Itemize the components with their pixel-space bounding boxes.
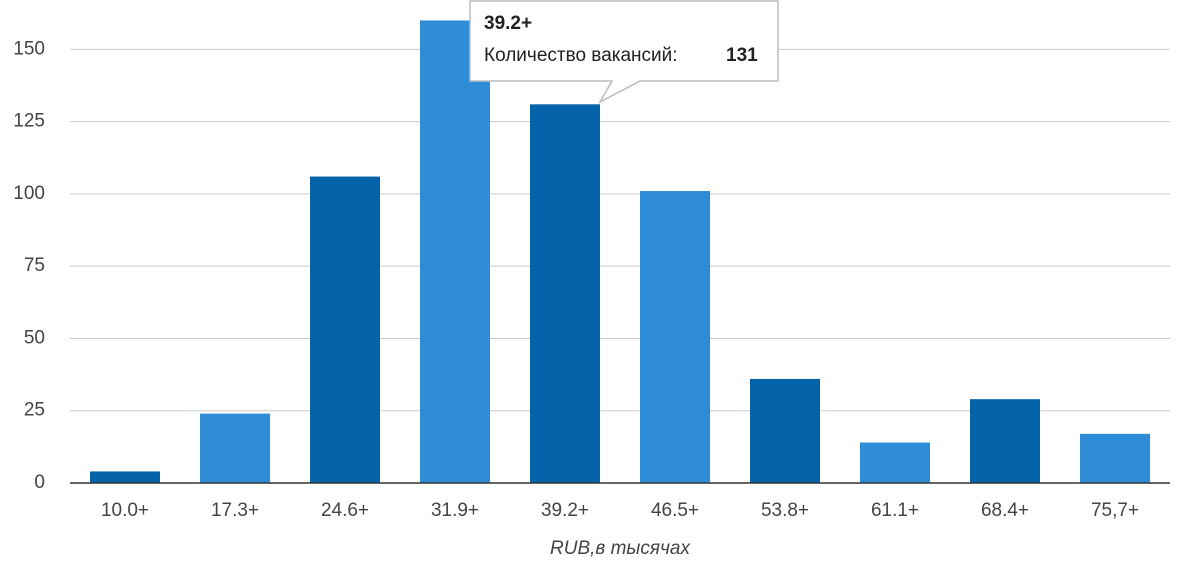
- tooltip-value: 131: [726, 45, 758, 66]
- bar: [750, 378, 820, 483]
- x-tick-label: 39.2+: [541, 500, 589, 521]
- tooltip-title: 39.2+: [484, 13, 532, 34]
- x-tick-label: 68.4+: [981, 500, 1029, 521]
- y-tick-label: 25: [24, 400, 45, 421]
- bar: [90, 471, 160, 483]
- tooltip: 39.2+ Количество вакансий: 131: [469, 0, 779, 104]
- y-tick-label: 125: [13, 111, 45, 132]
- x-tick-label: 31.9+: [431, 500, 479, 521]
- x-tick-label: 53.8+: [761, 500, 809, 521]
- tooltip-label: Количество вакансий:: [484, 45, 678, 66]
- bar: [1080, 433, 1150, 483]
- x-tick-label: 46.5+: [651, 500, 699, 521]
- bar: [200, 413, 270, 483]
- tooltip-box: [469, 0, 779, 104]
- x-tick-label: 10.0+: [101, 500, 149, 521]
- x-axis-title: RUB,в тысячах: [550, 538, 691, 559]
- bar: [970, 399, 1040, 483]
- y-tick-label: 50: [24, 327, 45, 348]
- x-tick-label: 24.6+: [321, 500, 369, 521]
- x-tick-label: 75,7+: [1091, 500, 1139, 521]
- y-tick-label: 75: [24, 255, 45, 276]
- x-tick-label: 61.1+: [871, 500, 919, 521]
- plot-area: 0 25 50 75 100 125 150 10.0+ 17.3+ 24.6+ 31.9+ 39.2…: [13, 20, 1170, 521]
- y-tick-label: 0: [34, 472, 45, 493]
- bar: [640, 191, 710, 483]
- bar: [420, 20, 490, 483]
- y-tick-label: 150: [13, 38, 45, 59]
- bar: [530, 104, 600, 484]
- y-tick-label: 100: [13, 183, 45, 204]
- bar: [310, 176, 380, 483]
- bar: [860, 442, 930, 483]
- x-tick-label: 17.3+: [211, 500, 259, 521]
